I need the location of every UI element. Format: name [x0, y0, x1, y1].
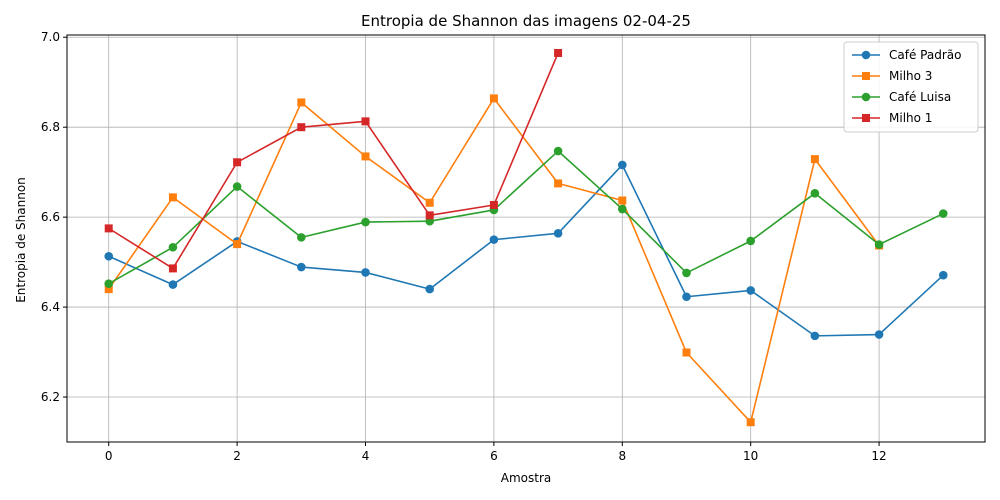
data-point — [104, 251, 114, 261]
legend-box — [843, 41, 979, 133]
legend-swatch-marker — [861, 92, 871, 102]
data-point — [617, 204, 627, 214]
x-tick-label: 8 — [618, 449, 626, 463]
y-tick-label: 7.0 — [41, 30, 60, 44]
data-point — [874, 240, 884, 249]
data-point — [682, 348, 691, 357]
series-2 — [104, 146, 948, 288]
legend-label: Café Padrão — [889, 48, 961, 62]
data-point — [425, 198, 434, 207]
data-point — [104, 279, 114, 288]
data-point — [361, 117, 370, 126]
data-point — [938, 209, 948, 218]
legend-swatch-marker — [862, 72, 870, 80]
data-point — [489, 94, 498, 103]
x-tick-label: 10 — [743, 449, 758, 463]
data-point — [232, 182, 242, 191]
data-point — [874, 330, 884, 339]
data-point — [168, 193, 177, 202]
legend-item: Milho 3 — [852, 69, 932, 83]
data-point — [682, 268, 691, 278]
series-layer — [104, 48, 948, 427]
data-point — [104, 285, 113, 294]
x-axis-title: Amostra — [501, 471, 551, 485]
series-line — [108, 150, 944, 285]
series-line — [108, 164, 944, 337]
legend: Café Padrão Milho 3 Café Luisa Milho 1 — [843, 41, 979, 133]
data-point — [618, 196, 627, 205]
x-tick-label: 2 — [233, 449, 241, 463]
data-point — [746, 286, 755, 295]
data-point — [425, 284, 435, 294]
data-point — [168, 242, 178, 252]
series-3 — [104, 48, 563, 273]
y-tick-label: 6.4 — [41, 300, 60, 314]
data-point — [489, 235, 499, 244]
data-point — [746, 418, 755, 427]
x-axis: 0 2 4 6 8 10 12 — [105, 442, 887, 463]
data-point — [938, 270, 948, 280]
y-axis: 6.2 6.4 6.6 6.8 7.0 — [41, 30, 67, 404]
chart-title: Entropia de Shannon das imagens 02-04-25 — [361, 12, 691, 30]
data-point — [553, 229, 563, 238]
y-tick-label: 6.2 — [41, 390, 60, 404]
data-point — [682, 292, 691, 302]
plot-frame — [66, 34, 986, 443]
data-point — [361, 152, 370, 161]
data-point — [553, 146, 563, 156]
data-point — [297, 123, 306, 132]
data-point — [168, 280, 178, 289]
series-1 — [104, 94, 884, 427]
data-point — [489, 200, 498, 209]
x-tick-label: 4 — [362, 449, 370, 463]
data-point — [233, 240, 242, 249]
legend-item: Café Luisa — [852, 90, 951, 104]
data-point — [361, 217, 370, 227]
x-tick-label: 12 — [871, 449, 886, 463]
data-point — [554, 48, 563, 57]
data-point — [361, 268, 370, 277]
x-tick-label: 0 — [105, 449, 113, 463]
legend-label: Milho 1 — [889, 111, 932, 125]
data-point — [617, 160, 627, 170]
legend-label: Café Luisa — [889, 90, 951, 104]
data-point — [810, 331, 820, 341]
legend-item: Café Padrão — [852, 48, 961, 62]
x-tick-label: 6 — [490, 449, 498, 463]
data-point — [554, 179, 563, 188]
data-point — [810, 189, 820, 198]
series-line — [108, 52, 559, 270]
legend-item: Milho 1 — [852, 111, 932, 125]
data-point — [746, 236, 755, 246]
data-point — [168, 264, 177, 273]
series-0 — [104, 160, 948, 341]
legend-swatch-marker — [861, 50, 871, 60]
y-tick-label: 6.6 — [41, 210, 60, 224]
data-point — [233, 158, 242, 167]
data-point — [810, 155, 819, 164]
legend-swatch-marker — [862, 114, 870, 122]
data-point — [425, 211, 434, 220]
y-axis-title: Entropia de Shannon — [14, 177, 28, 303]
data-point — [297, 233, 306, 242]
legend-label: Milho 3 — [889, 69, 932, 83]
data-point — [297, 262, 306, 272]
data-point — [297, 98, 306, 107]
y-tick-label: 6.8 — [41, 120, 60, 134]
data-point — [104, 224, 113, 233]
